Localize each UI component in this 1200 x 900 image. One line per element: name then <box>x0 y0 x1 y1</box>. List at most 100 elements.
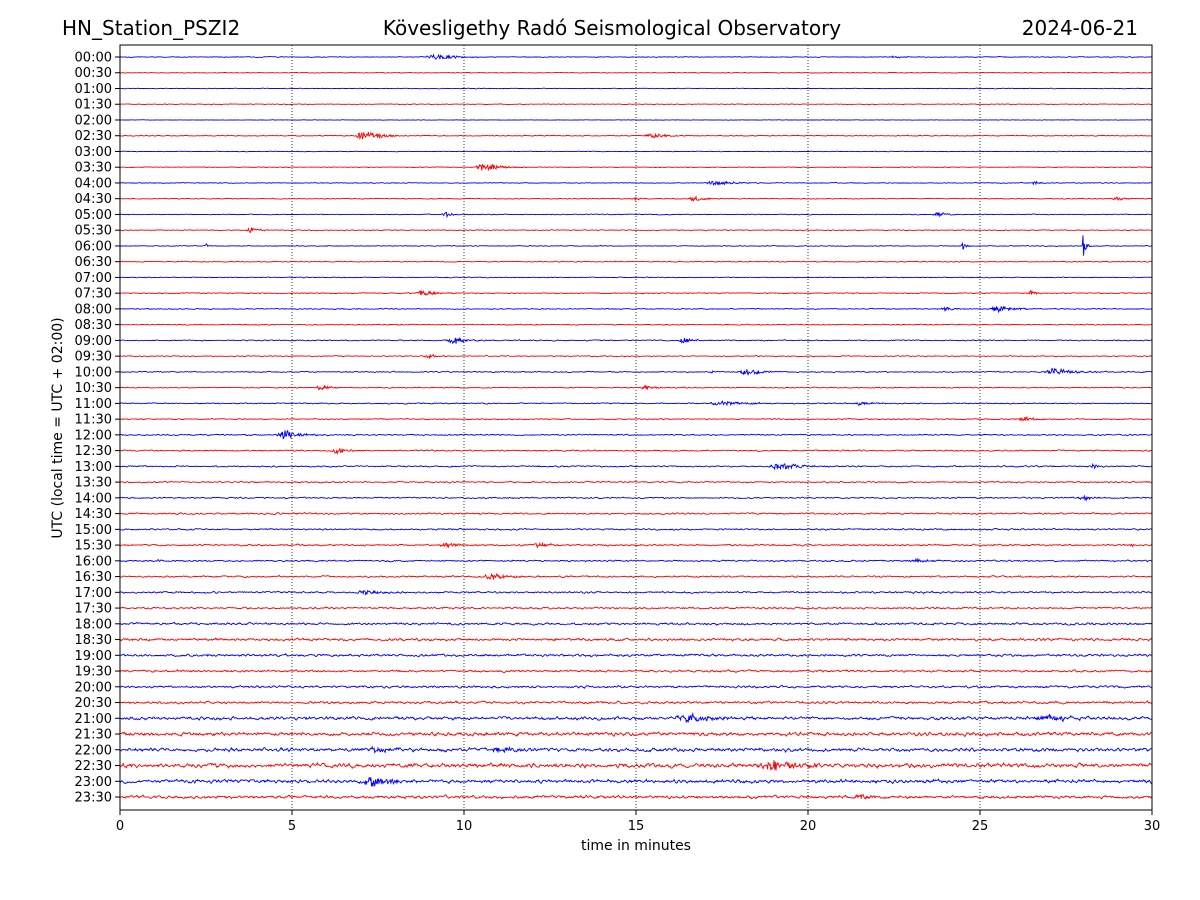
y-tick-label: 01:00 <box>75 82 112 97</box>
trace-1300 <box>119 462 1153 471</box>
y-tick-label: 00:30 <box>75 66 112 81</box>
trace-0000 <box>119 53 1153 60</box>
y-tick-label: 19:30 <box>75 665 112 680</box>
y-tick-label: 23:00 <box>75 775 112 790</box>
trace-2200 <box>119 745 1153 754</box>
y-tick-label: 23:30 <box>75 791 112 806</box>
trace-1730 <box>119 606 1153 610</box>
y-tick-label: 01:30 <box>75 98 112 113</box>
y-tick-label: 07:00 <box>75 271 112 286</box>
trace-0430 <box>119 195 1153 202</box>
trace-1030 <box>119 384 1153 391</box>
trace-0530 <box>119 226 1153 234</box>
y-tick-label: 10:30 <box>75 381 112 396</box>
trace-1700 <box>119 589 1153 596</box>
x-axis-label: time in minutes <box>581 838 691 854</box>
y-tick-label: 18:30 <box>75 633 112 648</box>
trace-0030 <box>119 71 1152 74</box>
y-tick-label: 05:00 <box>75 208 112 223</box>
x-tick-label: 0 <box>116 819 124 834</box>
y-tick-label: 00:00 <box>75 51 112 66</box>
y-tick-label: 16:00 <box>75 554 112 569</box>
y-tick-label: 11:30 <box>75 413 112 428</box>
y-tick-label: 15:00 <box>75 523 112 538</box>
trace-0600 <box>119 235 1153 256</box>
chart-title: Kövesligethy Radó Seismological Observat… <box>383 16 841 40</box>
y-tick-label: 21:30 <box>75 728 112 743</box>
y-tick-label: 20:30 <box>75 696 112 711</box>
x-tick-label: 20 <box>800 819 817 834</box>
trace-2000 <box>119 684 1152 689</box>
y-tick-label: 02:30 <box>75 129 112 144</box>
plot-frame <box>119 44 1153 811</box>
trace-1330 <box>119 480 1153 484</box>
y-tick-label: 08:00 <box>75 302 112 317</box>
y-tick-label: 22:30 <box>75 759 112 774</box>
x-tick-label: 10 <box>456 819 473 834</box>
trace-0500 <box>119 211 1153 219</box>
trace-1800 <box>119 621 1153 626</box>
trace-2030 <box>119 700 1153 705</box>
trace-2130 <box>119 731 1153 738</box>
y-tick-label: 02:00 <box>75 113 112 128</box>
y-tick-label: 08:30 <box>75 318 112 333</box>
trace-0400 <box>119 180 1153 186</box>
y-tick-label: 12:30 <box>75 444 112 459</box>
trace-0730 <box>119 289 1153 296</box>
x-tick-label: 25 <box>972 819 989 834</box>
date-title: 2024-06-21 <box>1022 16 1138 40</box>
trace-0830 <box>120 323 1153 326</box>
trace-0200 <box>119 119 1152 121</box>
y-tick-label: 10:00 <box>75 365 112 380</box>
station-title: HN_Station_PSZI2 <box>62 16 240 40</box>
y-tick-label: 17:30 <box>75 602 112 617</box>
y-tick-label: 21:00 <box>75 712 112 727</box>
y-tick-label: 14:00 <box>75 491 112 506</box>
y-tick-label: 11:00 <box>75 397 112 412</box>
y-tick-label: 03:30 <box>75 161 112 176</box>
trace-1400 <box>119 494 1153 502</box>
y-tick-label: 14:30 <box>75 507 112 522</box>
trace-0230 <box>119 131 1153 141</box>
trace-1830 <box>119 637 1153 642</box>
trace-2100 <box>120 711 1153 723</box>
trace-0800 <box>120 305 1153 314</box>
y-tick-label: 03:00 <box>75 145 112 160</box>
y-tick-label: 09:30 <box>75 350 112 365</box>
y-tick-label: 09:00 <box>75 334 112 349</box>
trace-1100 <box>119 400 1153 407</box>
y-tick-label: 07:30 <box>75 287 112 302</box>
y-tick-label: 13:30 <box>75 476 112 491</box>
trace-0100 <box>120 87 1153 90</box>
y-axis-label: UTC (local time = UTC + 02:00) <box>50 317 66 538</box>
trace-2230 <box>119 760 1153 771</box>
trace-0300 <box>120 150 1153 153</box>
trace-1630 <box>119 572 1153 580</box>
y-tick-label: 06:30 <box>75 255 112 270</box>
trace-0330 <box>119 163 1152 172</box>
y-tick-label: 18:00 <box>75 617 112 632</box>
trace-1230 <box>120 448 1153 456</box>
y-tick-label: 15:30 <box>75 539 112 554</box>
y-tick-label: 05:30 <box>75 224 112 239</box>
trace-0630 <box>119 260 1153 263</box>
trace-0700 <box>119 276 1153 279</box>
y-tick-label: 20:00 <box>75 680 112 695</box>
trace-1130 <box>119 415 1153 422</box>
trace-1530 <box>119 541 1152 549</box>
trace-1900 <box>119 652 1153 658</box>
trace-1000 <box>119 367 1152 376</box>
y-tick-label: 16:30 <box>75 570 112 585</box>
trace-1930 <box>119 669 1153 674</box>
trace-0130 <box>119 103 1153 106</box>
x-tick-label: 30 <box>1144 819 1161 834</box>
y-tick-label: 06:00 <box>75 239 112 254</box>
y-tick-label: 12:00 <box>75 428 112 443</box>
y-tick-label: 13:00 <box>75 460 112 475</box>
trace-0900 <box>119 336 1153 345</box>
trace-1600 <box>119 557 1153 563</box>
trace-1200 <box>119 429 1153 440</box>
trace-2300 <box>119 777 1153 787</box>
